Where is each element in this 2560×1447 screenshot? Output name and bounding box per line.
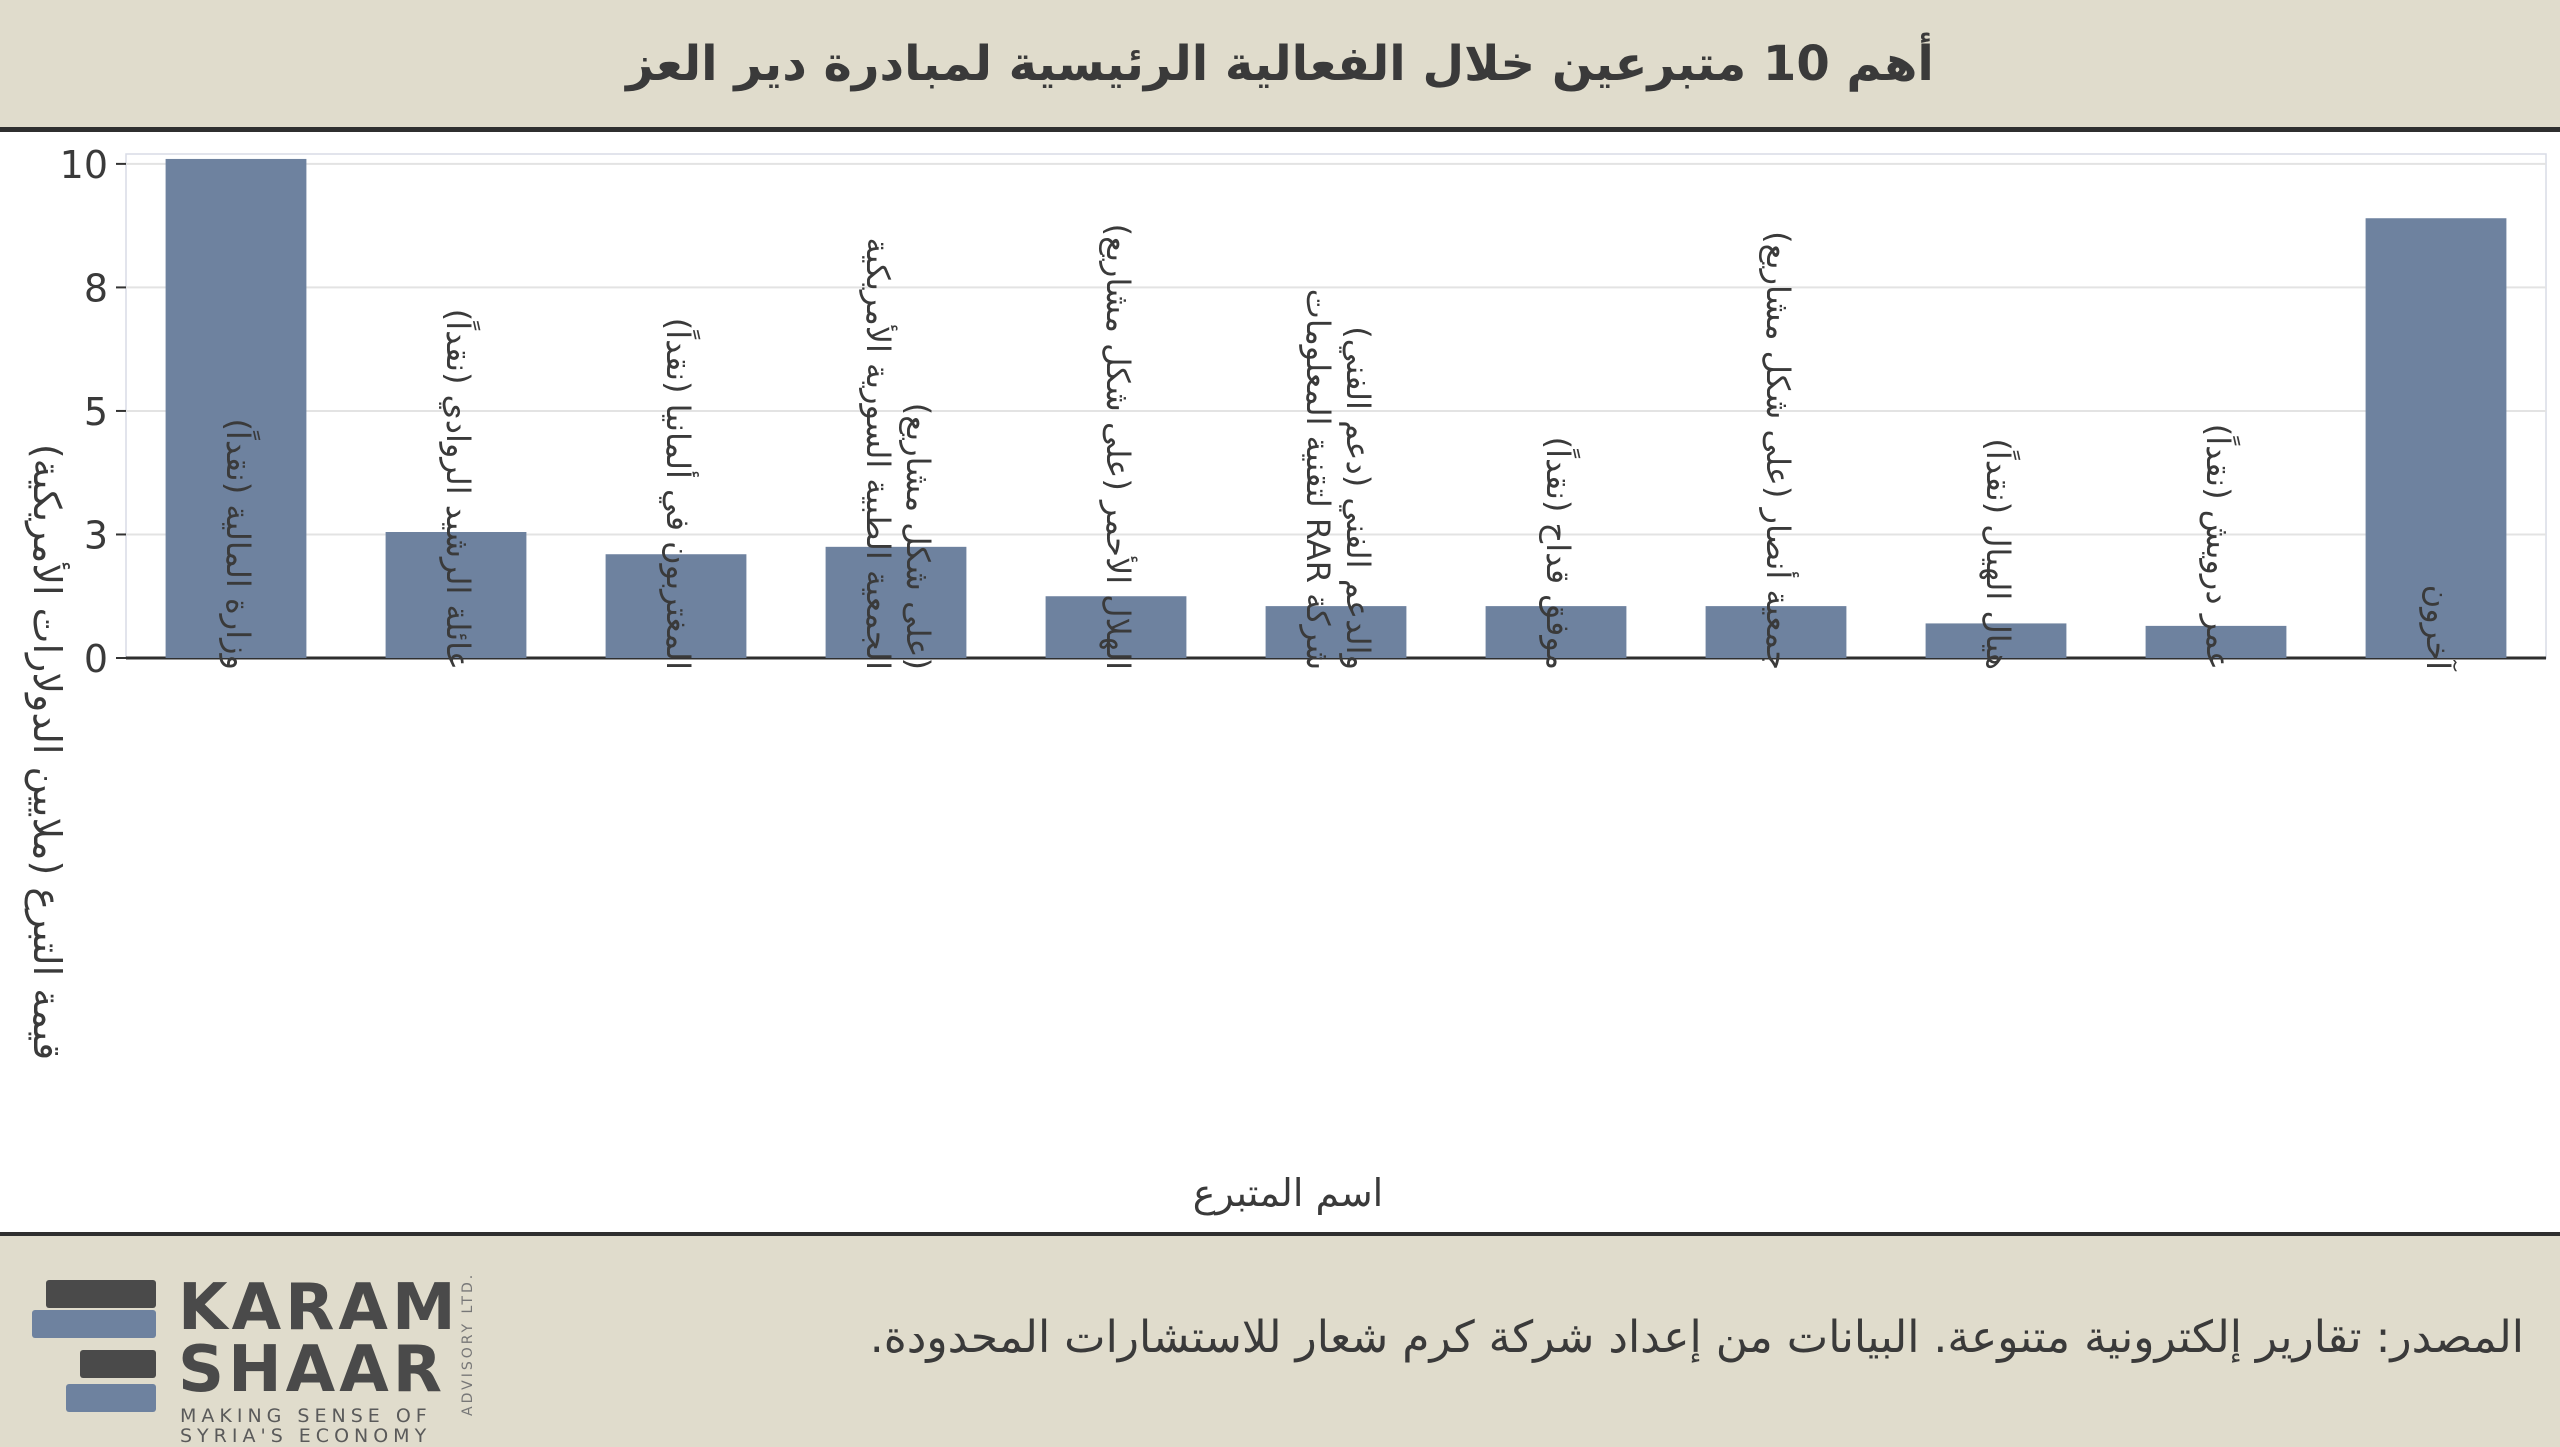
x-tick-label: هيال الهيال (نقداً) (1979, 438, 2021, 670)
logo-bar (32, 1310, 156, 1338)
bar (1045, 596, 1187, 658)
x-tick-label-line: (على شكل مشاريع) (899, 403, 937, 670)
x-tick-label-line: وزارة المالية (نقداً) (219, 418, 261, 670)
x-tick-label: جمعية أنصار (على شكل مشاريع) (1759, 231, 1799, 670)
y-tick-label: 0 (84, 637, 108, 681)
x-tick-label-line: الهلال الأحمر (على شكل مشاريع) (1099, 224, 1138, 670)
bar (2365, 218, 2507, 658)
x-tick-label-line: عائلة الرشيد الروادي (نقداً) (439, 309, 481, 670)
footer: KARAM SHAAR MAKING SENSE OF SYRIA'S ECON… (0, 1236, 2560, 1446)
logo-bar (46, 1280, 156, 1308)
y-tick-label: 10 (60, 143, 108, 187)
bar (2145, 625, 2287, 658)
title-bar: أهم 10 متبرعين خلال الفعالية الرئيسية لم… (0, 0, 2560, 132)
y-axis-title: قيمة التبرع (ملايين الدولارات الأمريكية) (24, 444, 71, 1060)
x-tick-label-line: المغتربون في ألمانيا (نقداً) (659, 318, 701, 670)
logo-bar (80, 1350, 156, 1378)
x-tick-label: عائلة الرشيد الروادي (نقداً) (439, 309, 481, 670)
x-axis-title: اسم المتبرع (1193, 1171, 1383, 1216)
x-tick-label-line: عمر درويش (نقداً) (2199, 424, 2241, 670)
bar (1925, 623, 2067, 658)
bar (165, 158, 307, 659)
y-tick-label: 5 (84, 390, 108, 434)
x-tick-label: الهلال الأحمر (على شكل مشاريع) (1099, 224, 1138, 670)
x-tick-label-line: آخرون (2419, 585, 2458, 672)
x-tick-label: وزارة المالية (نقداً) (219, 418, 261, 670)
x-tick-label: شركة RAR لتقنية المعلومات والدعم الفني (د… (1299, 289, 1377, 670)
chart-area: 0 3 5 8 10 وزارة المالية (نقداً) عائلة الرشيد … (0, 132, 2560, 1236)
bar (1485, 606, 1627, 658)
company-logo: KARAM SHAAR MAKING SENSE OF SYRIA'S ECON… (28, 1266, 498, 1446)
chart-title: أهم 10 متبرعين خلال الفعالية الرئيسية لم… (626, 35, 1934, 92)
bar (825, 546, 967, 658)
x-tick-label: موفق قداح (نقداً) (1539, 437, 1581, 670)
logo-tagline-2: SYRIA'S ECONOMY (180, 1425, 432, 1447)
bar (605, 554, 747, 658)
x-tick-label: عمر درويش (نقداً) (2199, 424, 2241, 670)
bar-chart: 0 3 5 8 10 وزارة المالية (نقداً) عائلة الرشيد … (24, 143, 2547, 1216)
y-tick-label: 3 (84, 513, 108, 557)
logo-side-text: ADVISORY LTD. (460, 1271, 476, 1416)
x-tick-label-line: شركة RAR لتقنية المعلومات (1299, 289, 1337, 670)
logo-word-karam: KARAM (178, 1271, 460, 1345)
x-tick-label: آخرون (2419, 585, 2458, 672)
logo-word-shaar: SHAAR (178, 1333, 446, 1407)
y-tick-label: 8 (84, 266, 108, 310)
x-tick-label-line: جمعية أنصار (على شكل مشاريع) (1759, 231, 1799, 670)
x-tick-label: الجمعية الطبية السورية الأمريكية (على شكل… (859, 238, 937, 670)
x-tick-label-line: الجمعية الطبية السورية الأمريكية (859, 238, 898, 670)
bar (385, 532, 527, 658)
logo-tagline-1: MAKING SENSE OF (180, 1405, 432, 1427)
source-note: المصدر: تقارير إلكترونية متنوعة. البيانا… (869, 1312, 2524, 1363)
bar (1265, 606, 1407, 658)
bar (1705, 606, 1847, 658)
x-tick-label-line: موفق قداح (نقداً) (1539, 437, 1581, 670)
logo-bar (66, 1384, 156, 1412)
x-tick-label: المغتربون في ألمانيا (نقداً) (659, 318, 701, 670)
x-tick-label-line: والدعم الفني (دعم الفني) (1339, 326, 1377, 670)
x-tick-label-line: هيال الهيال (نقداً) (1979, 438, 2021, 670)
